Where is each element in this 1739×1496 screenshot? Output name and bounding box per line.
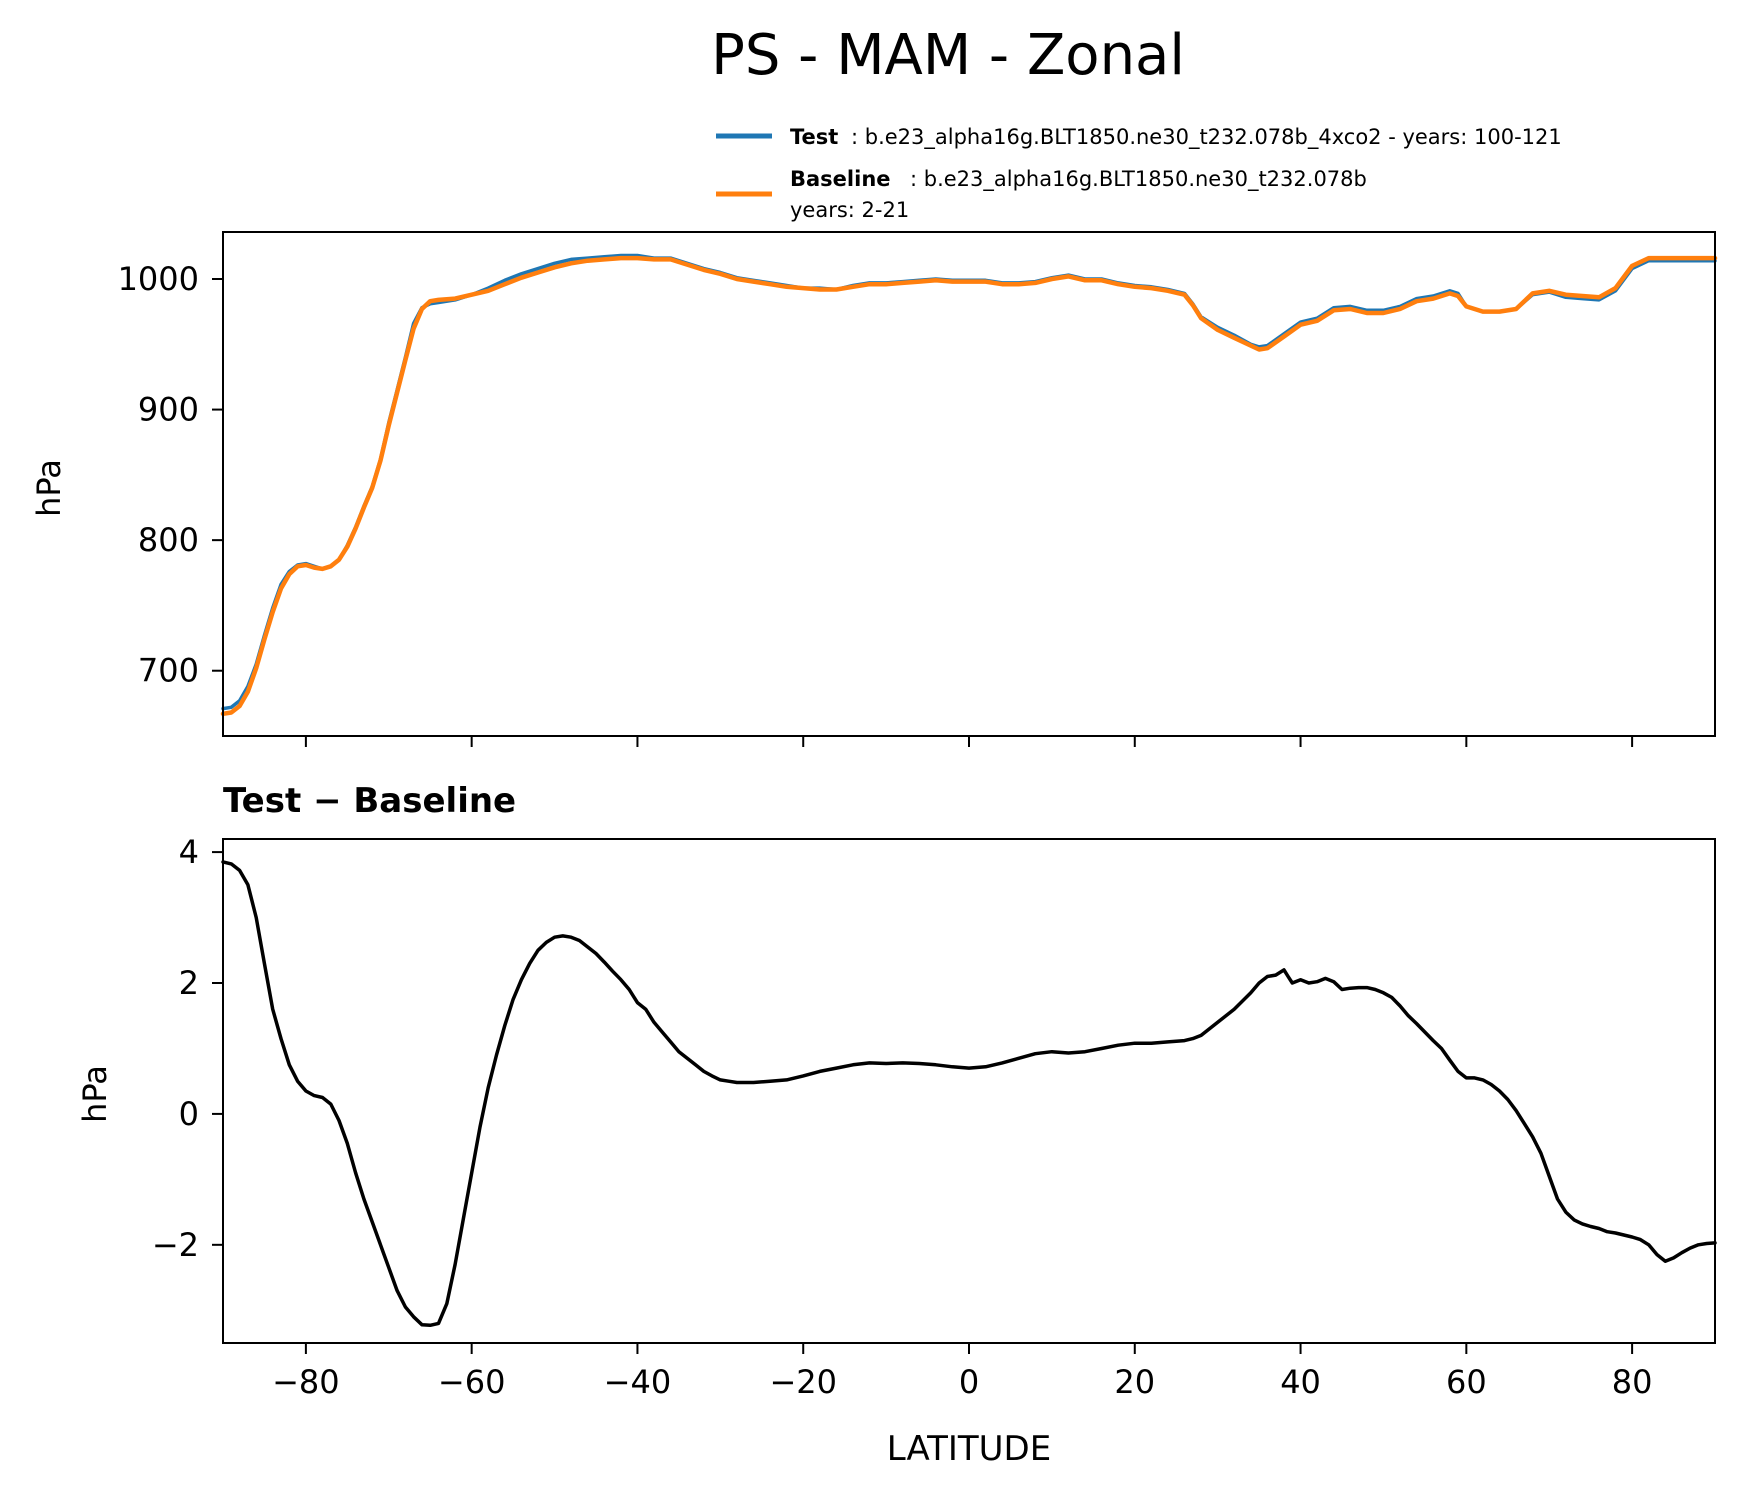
legend: Test : b.e23_alpha16g.BLT1850.ne30_t232.… xyxy=(716,125,1562,222)
top-xticks xyxy=(304,736,1634,747)
top-plot-lines xyxy=(220,253,1718,717)
top-ytick-label: 900 xyxy=(138,391,199,429)
top-series-line-test xyxy=(221,253,1717,711)
bottom-xticks: −80 −60 −40 −20 0 20 40 60 80 xyxy=(272,1343,1652,1401)
bottom-panel: Test − Baseline 420−2 −80 −60 −40 −20 0 20 40 6… xyxy=(76,781,1717,1469)
bottom-axes-frame xyxy=(222,838,1716,1344)
bottom-ytick-label: −2 xyxy=(152,1226,199,1264)
bottom-xlabel: LATITUDE xyxy=(887,1429,1051,1469)
bottom-ytick-label: 4 xyxy=(179,833,199,871)
top-ytick-label: 800 xyxy=(138,521,199,559)
top-axes-frame xyxy=(222,231,1716,737)
legend-test-desc: : b.e23_alpha16g.BLT1850.ne30_t232.078b_… xyxy=(851,125,1562,150)
bottom-ytick-label: 0 xyxy=(179,1095,199,1133)
legend-baseline-desc: : b.e23_alpha16g.BLT1850.ne30_t232.078b xyxy=(910,167,1367,192)
bottom-xtick-label: −20 xyxy=(769,1363,837,1401)
bottom-ylabel: hPa xyxy=(76,1065,114,1123)
legend-test-label: Test xyxy=(790,125,838,149)
bottom-xtick-label: 40 xyxy=(1280,1363,1321,1401)
bottom-xtick-label: 20 xyxy=(1114,1363,1155,1401)
top-ytick-label: 700 xyxy=(138,652,199,690)
bottom-ytick-label: 2 xyxy=(179,964,199,1002)
top-yticks: 700 800 900 1000 xyxy=(118,260,223,690)
legend-baseline-years: years: 2-21 xyxy=(790,198,909,222)
bottom-xtick-label: 60 xyxy=(1446,1363,1487,1401)
bottom-series-line-diff xyxy=(221,860,1717,1328)
bottom-xtick-label: −60 xyxy=(438,1363,506,1401)
bottom-xtick-label: 0 xyxy=(959,1363,979,1401)
top-ylabel: hPa xyxy=(30,459,68,517)
bottom-yticks: 4 2 0 −2 xyxy=(152,833,223,1264)
bottom-xtick-label: −80 xyxy=(272,1363,340,1401)
top-panel: 700 800 900 1000 hPa xyxy=(30,231,1718,747)
top-series-line-baseline xyxy=(220,255,1718,717)
bottom-panel-title: Test − Baseline xyxy=(223,781,516,821)
bottom-xtick-label: 80 xyxy=(1612,1363,1653,1401)
bottom-xtick-label: −40 xyxy=(604,1363,672,1401)
top-ytick-label: 1000 xyxy=(118,260,199,298)
legend-baseline-label: Baseline xyxy=(790,167,891,191)
figure-title: PS - MAM - Zonal xyxy=(711,23,1185,88)
bottom-plot-lines xyxy=(221,860,1717,1328)
